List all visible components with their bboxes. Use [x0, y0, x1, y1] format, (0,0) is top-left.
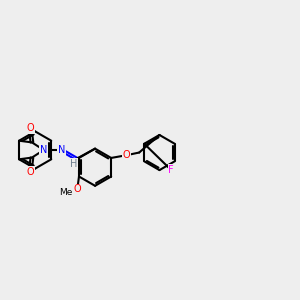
Text: H: H — [70, 159, 77, 169]
Text: F: F — [169, 165, 174, 175]
Text: O: O — [26, 123, 34, 133]
Text: O: O — [26, 167, 34, 177]
Text: N: N — [40, 145, 47, 155]
Text: N: N — [58, 145, 65, 155]
Text: Me: Me — [59, 188, 72, 197]
Text: O: O — [122, 150, 130, 160]
Text: O: O — [74, 184, 81, 194]
